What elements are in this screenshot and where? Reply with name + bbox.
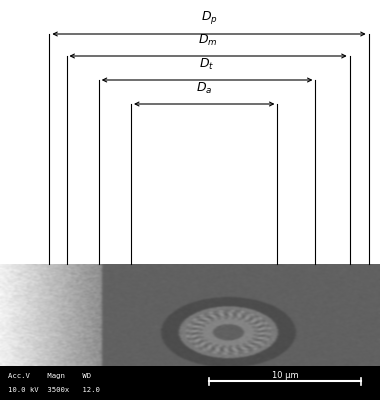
Text: $D_p$: $D_p$ — [201, 9, 217, 26]
Text: $D_t$: $D_t$ — [200, 57, 215, 72]
Bar — [0, 366, 380, 400]
Text: Acc.V    Magn    WD: Acc.V Magn WD — [8, 373, 91, 379]
Text: $D_a$: $D_a$ — [196, 81, 213, 96]
Text: 10.0 kV  3500x   12.0: 10.0 kV 3500x 12.0 — [8, 388, 100, 394]
Text: $D_m$: $D_m$ — [198, 33, 218, 48]
Bar — [0, 0, 380, 264]
Text: 10 μm: 10 μm — [272, 371, 298, 380]
